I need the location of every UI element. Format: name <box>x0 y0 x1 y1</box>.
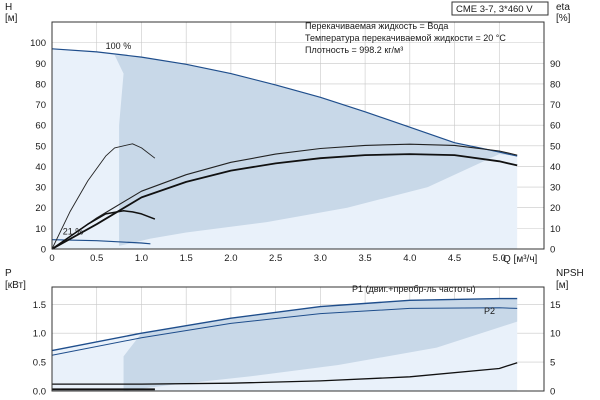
temperature-annotation: Температура перекачиваемой жидкости = 20… <box>305 33 506 43</box>
power-tick-labels: 0.0 0.5 1.0 1.5 0 5 10 15 <box>33 300 561 398</box>
head-axis-unit: [м] <box>5 13 18 24</box>
head-tick-label: 90 <box>35 59 46 70</box>
speed-max-label: 100 % <box>106 41 132 51</box>
npsh-tick-label: 10 <box>550 329 561 340</box>
flow-tick-label: 0 <box>49 253 54 264</box>
head-tick-label: 50 <box>35 141 46 152</box>
p2-legend-label: P2 <box>484 306 495 316</box>
power-tick-label: 1.5 <box>33 300 46 311</box>
eta-tick-label: 10 <box>550 224 561 235</box>
efficiency-max-line <box>51 143 518 250</box>
head-tick-label: 10 <box>35 224 46 235</box>
head-efficiency-plot: 0 0.5 1.0 1.5 2.0 2.5 3.0 3.5 4.0 4.5 5.0 0 10 20 30 40… <box>5 1 571 265</box>
flow-tick-label: 1.0 <box>135 253 148 264</box>
power-axis-label: P <box>5 268 12 279</box>
flow-tick-label: 3.0 <box>314 253 327 264</box>
head-tick-label: 40 <box>35 162 46 173</box>
eta-tick-label: 90 <box>550 59 561 70</box>
head-tick-label: 70 <box>35 100 46 111</box>
head-efficiency-series <box>51 48 518 250</box>
npsh-tick-label: 5 <box>550 358 555 369</box>
head-tick-label: 60 <box>35 121 46 132</box>
head-tick-label: 0 <box>41 245 46 256</box>
power-tick-label: 1.0 <box>33 329 46 340</box>
operating-range-band <box>52 48 518 249</box>
eta-axis-unit: [%] <box>556 13 571 24</box>
flow-tick-label: 2.0 <box>224 253 237 264</box>
npsh-tick-label: 15 <box>550 300 561 311</box>
head-tick-labels: 0 0.5 1.0 1.5 2.0 2.5 3.0 3.5 4.0 4.5 5.0 0 10 20 30 40… <box>30 38 560 264</box>
density-annotation: Плотность = 998.2 кг/м³ <box>305 45 403 55</box>
model-title-box <box>451 1 549 16</box>
p1-line <box>51 297 518 352</box>
flow-tick-label: 4.5 <box>448 253 461 264</box>
p1-legend-label: P1 (двиг.+преобр-ль частоты) <box>352 284 476 294</box>
power-npsh-plot: 0.0 0.5 1.0 1.5 0 5 10 15 P [кВт] NPSH [м] P1 (… <box>5 268 584 398</box>
eta-axis-label: eta <box>556 2 570 13</box>
head-tick-label: 80 <box>35 79 46 90</box>
eta-tick-label: 70 <box>550 100 561 111</box>
power-axis-unit: [кВт] <box>5 280 26 291</box>
flow-tick-label: 5.0 <box>493 253 506 264</box>
flow-tick-label: 3.5 <box>358 253 371 264</box>
power-plot-frame <box>51 286 545 392</box>
operating-region-fill <box>114 55 518 246</box>
eta-tick-label: 50 <box>550 141 561 152</box>
eta-tick-label: 60 <box>550 121 561 132</box>
power-tick-label: 0.5 <box>33 358 46 369</box>
npsh-tick-label: 0 <box>550 387 555 398</box>
power-npsh-series <box>51 297 518 391</box>
power-range-band <box>52 298 518 391</box>
npsh-axis-unit: [м] <box>556 280 569 291</box>
efficiency-min-speed-line <box>51 210 156 250</box>
eta-tick-label: 20 <box>550 203 561 214</box>
head-tick-label: 30 <box>35 183 46 194</box>
eta-tick-label: 80 <box>550 79 561 90</box>
head-plot-frame <box>51 21 545 250</box>
head-min-line <box>51 239 151 245</box>
efficiency-low-speed-line <box>51 143 156 250</box>
eta-tick-label: 30 <box>550 183 561 194</box>
model-title: CME 3-7, 3*460 V <box>456 4 533 15</box>
eta-tick-label: 0 <box>550 245 555 256</box>
flow-tick-label: 4.0 <box>403 253 416 264</box>
power-tick-label: 0.0 <box>33 387 46 398</box>
power-region-fill <box>123 298 518 391</box>
fluid-annotation: Перекачиваемая жидкость = Вода <box>305 21 448 31</box>
head-max-line <box>51 48 518 157</box>
npsh-axis-label: NPSH <box>556 268 584 279</box>
flow-tick-label: 0.5 <box>90 253 103 264</box>
p2-line <box>51 307 518 356</box>
flow-tick-label: 2.5 <box>269 253 282 264</box>
flow-axis-label: Q [м³/ч] <box>503 254 538 265</box>
npsh-line <box>52 362 518 385</box>
head-tick-label: 20 <box>35 203 46 214</box>
head-tick-label: 100 <box>30 38 46 49</box>
flow-tick-label: 1.5 <box>180 253 193 264</box>
head-axis-label: H <box>5 2 12 13</box>
efficiency-line <box>51 153 518 250</box>
eta-tick-label: 40 <box>550 162 561 173</box>
speed-min-label: 21 % <box>63 227 84 237</box>
